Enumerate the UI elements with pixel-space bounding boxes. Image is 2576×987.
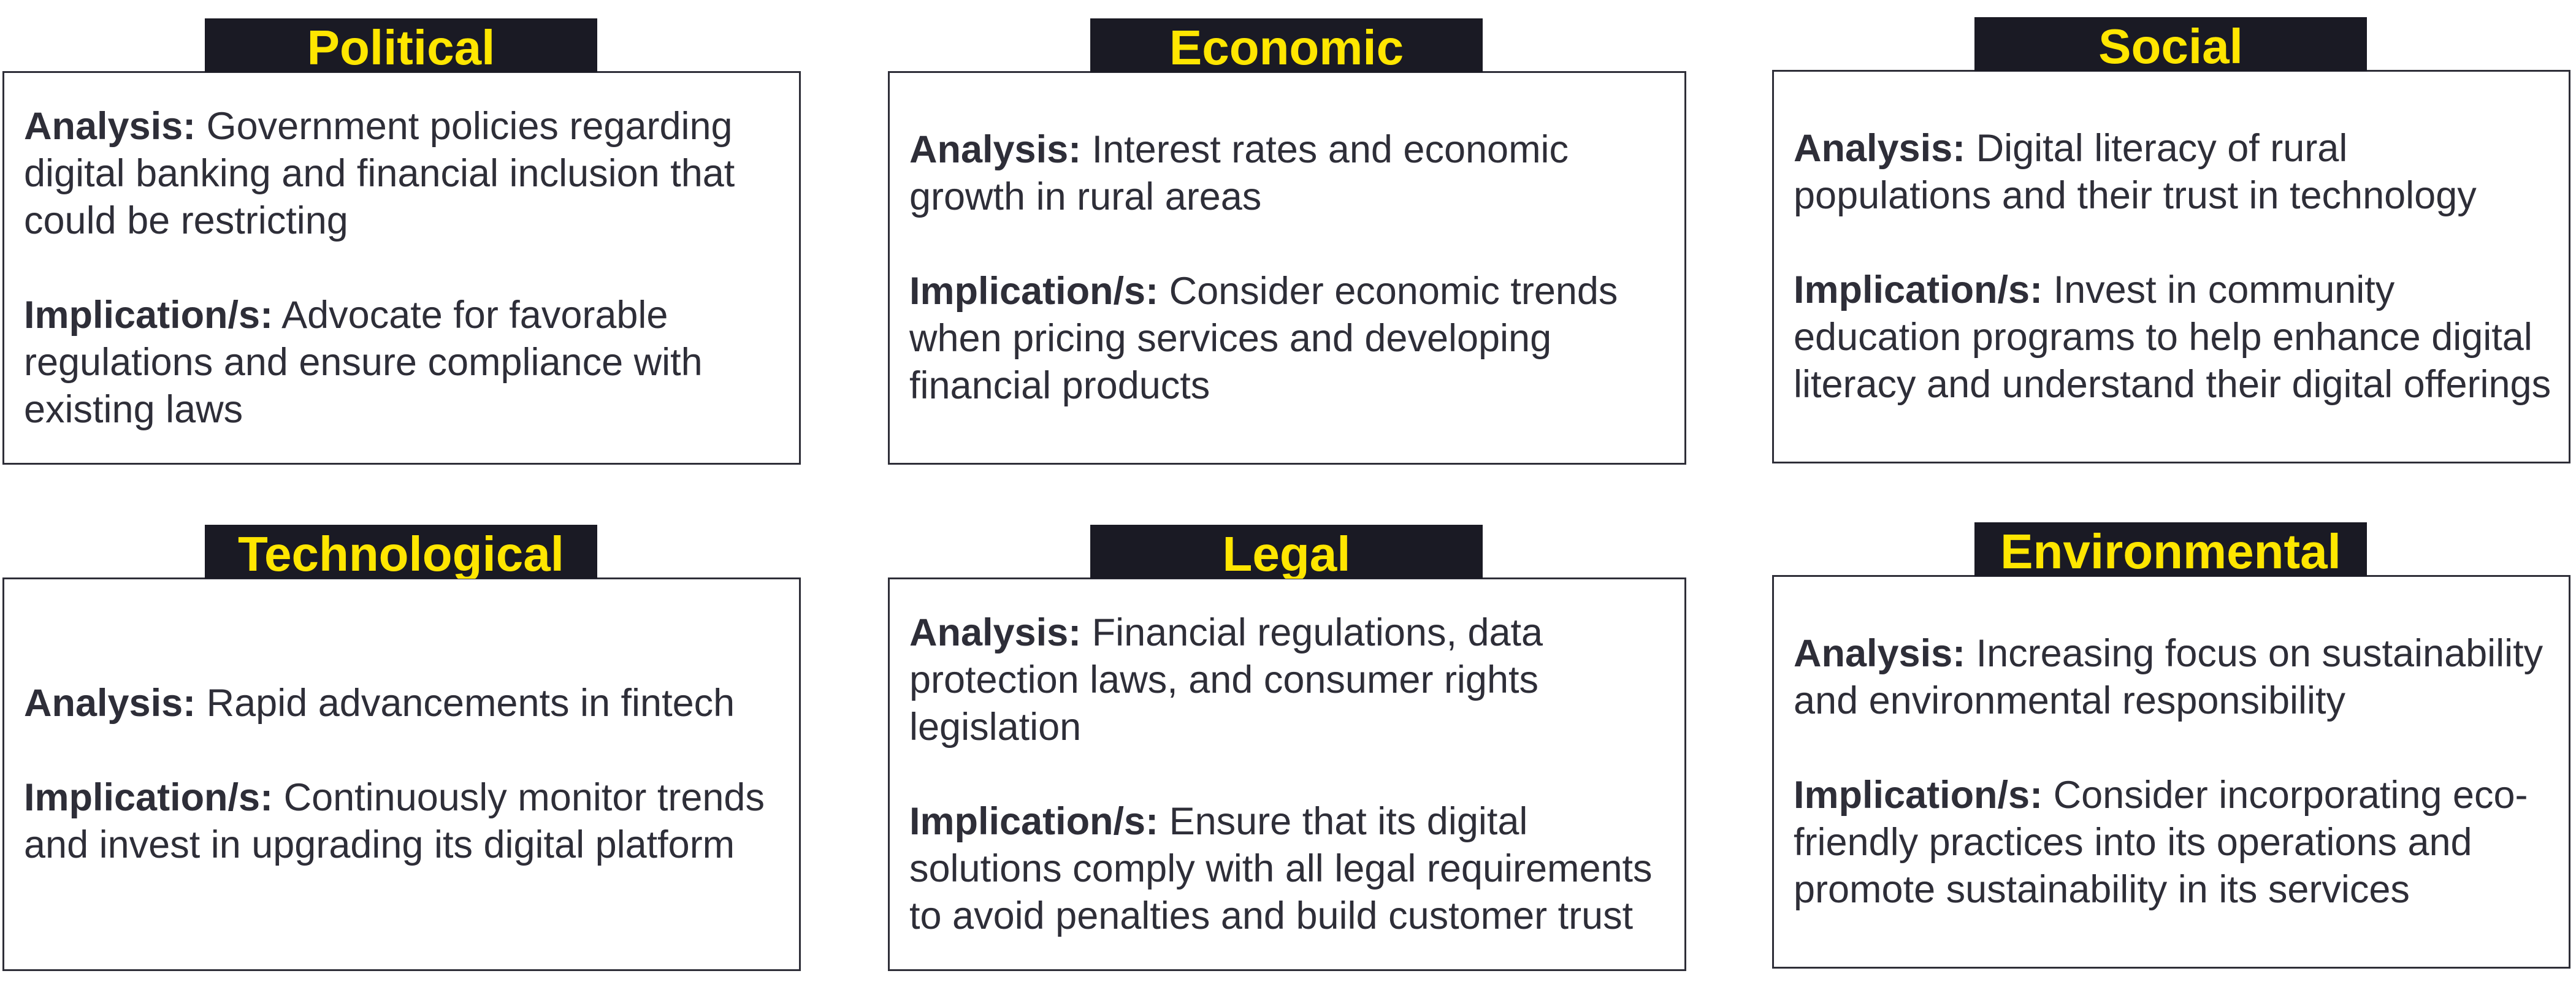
- card-body-environmental: Analysis: Increasing focus on sustainabi…: [1772, 575, 2570, 969]
- analysis-label: Analysis:: [24, 104, 196, 148]
- implication-label: Implication/s:: [1794, 774, 2043, 817]
- implication-label: Implication/s:: [909, 270, 1159, 313]
- card-social: Social Analysis: Digital literacy of rur…: [1772, 17, 2573, 463]
- implication-paragraph: Implication/s: Continuously monitor tren…: [24, 774, 782, 869]
- analysis-text: Interest rates and economic growth in ru…: [909, 128, 1569, 218]
- implication-label: Implication/s:: [24, 776, 273, 819]
- card-title-political: Political: [205, 18, 597, 72]
- analysis-paragraph: Analysis: Rapid advancements in fintech: [24, 680, 782, 727]
- card-title-economic: Economic: [1090, 18, 1483, 72]
- analysis-label: Analysis:: [24, 682, 196, 725]
- card-body-economic: Analysis: Interest rates and economic gr…: [888, 71, 1686, 465]
- implication-paragraph: Implication/s: Consider incorporating ec…: [1794, 772, 2551, 913]
- card-title-technological: Technological: [205, 525, 597, 579]
- implication-paragraph: Implication/s: Advocate for favorable re…: [24, 292, 782, 433]
- analysis-label: Analysis:: [1794, 632, 1966, 675]
- card-environmental: Environmental Analysis: Increasing focus…: [1772, 522, 2573, 969]
- analysis-paragraph: Analysis: Increasing focus on sustainabi…: [1794, 630, 2551, 725]
- analysis-label: Analysis:: [909, 128, 1082, 171]
- card-body-technological: Analysis: Rapid advancements in fintech …: [2, 577, 801, 971]
- implication-paragraph: Implication/s: Ensure that its digital s…: [909, 798, 1667, 940]
- implication-text: Continuously monitor trends and invest i…: [24, 776, 765, 866]
- implication-text: Ensure that its digital solutions comply…: [909, 799, 1653, 937]
- analysis-paragraph: Analysis: Interest rates and economic gr…: [909, 126, 1667, 221]
- card-title-legal: Legal: [1090, 525, 1483, 579]
- implication-text: Invest in community education programs t…: [1794, 269, 2551, 406]
- implication-text: Consider economic trends when pricing se…: [909, 270, 1618, 407]
- card-body-social: Analysis: Digital literacy of rural popu…: [1772, 70, 2570, 463]
- implication-text: Advocate for favorable regulations and e…: [24, 293, 703, 431]
- card-technological: Technological Analysis: Rapid advancemen…: [2, 525, 803, 971]
- card-legal: Legal Analysis: Financial regulations, d…: [888, 525, 1689, 971]
- card-body-political: Analysis: Government policies regarding …: [2, 71, 801, 465]
- analysis-paragraph: Analysis: Digital literacy of rural popu…: [1794, 125, 2551, 219]
- card-economic: Economic Analysis: Interest rates and ec…: [888, 18, 1689, 465]
- implication-text: Consider incorporating eco-friendly prac…: [1794, 774, 2528, 911]
- card-title-social: Social: [1974, 17, 2367, 71]
- implication-label: Implication/s:: [909, 799, 1159, 843]
- analysis-paragraph: Analysis: Government policies regarding …: [24, 103, 782, 245]
- implication-label: Implication/s:: [1794, 269, 2043, 311]
- analysis-text: Digital literacy of rural populations an…: [1794, 127, 2477, 217]
- implication-paragraph: Implication/s: Invest in community educa…: [1794, 267, 2551, 408]
- analysis-text: Government policies regarding digital ba…: [24, 104, 735, 242]
- card-political: Political Analysis: Government policies …: [2, 18, 803, 465]
- implication-paragraph: Implication/s: Consider economic trends …: [909, 268, 1667, 410]
- analysis-text: Increasing focus on sustainability and e…: [1794, 632, 2544, 722]
- card-body-legal: Analysis: Financial regulations, data pr…: [888, 577, 1686, 971]
- implication-label: Implication/s:: [24, 293, 273, 337]
- analysis-text: Financial regulations, data protection l…: [909, 611, 1543, 749]
- analysis-text: Rapid advancements in fintech: [206, 682, 735, 725]
- analysis-label: Analysis:: [909, 611, 1082, 654]
- analysis-label: Analysis:: [1794, 127, 1966, 170]
- analysis-paragraph: Analysis: Financial regulations, data pr…: [909, 609, 1667, 751]
- card-title-environmental: Environmental: [1974, 522, 2367, 576]
